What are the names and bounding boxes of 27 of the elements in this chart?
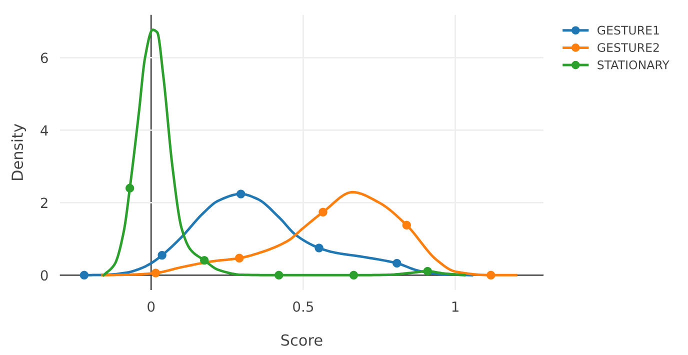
legend-label: STATIONARY [598,60,670,70]
point [236,190,246,198]
x-tick-label: 0.5 [293,301,314,312]
point [392,258,402,268]
point [234,254,244,263]
legend-label: GESTURE1 [598,26,659,35]
x-tick-label: 1 [452,302,458,312]
point [125,184,134,193]
point [486,270,496,280]
y-tick-label: 6 [40,52,48,64]
x-axis-title: Score [281,334,322,346]
x-tick-label: 0 [148,301,155,312]
legend-label: GESTURE2 [598,43,659,52]
point [318,208,328,216]
point [200,256,209,265]
y-tick-label: 2 [40,198,48,208]
point [314,244,324,252]
y-tick-label: 0 [40,270,48,281]
y-axis-title: Density [11,124,26,180]
point [402,220,412,230]
point [349,270,358,280]
point [158,250,166,260]
y-tick-label: 4 [40,125,48,136]
point [274,270,284,280]
point [423,266,432,276]
point [80,270,89,280]
point [151,268,160,278]
